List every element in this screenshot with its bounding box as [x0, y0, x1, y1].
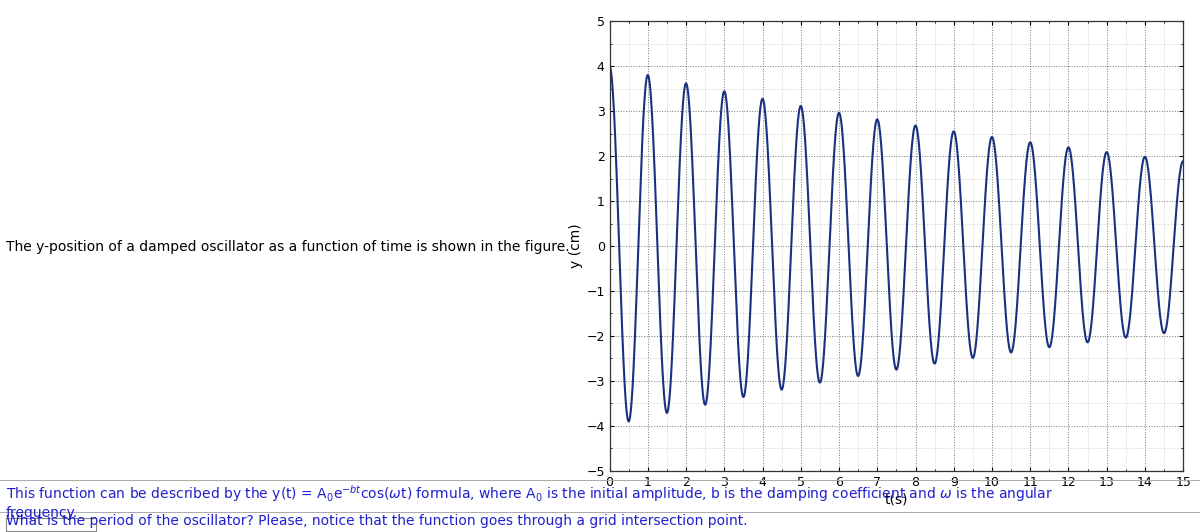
X-axis label: t(s): t(s)	[884, 493, 908, 507]
Text: The y-position of a damped oscillator as a function of time is shown in the figu: The y-position of a damped oscillator as…	[6, 240, 570, 254]
Text: What is the period of the oscillator? Please, notice that the function goes thro: What is the period of the oscillator? Pl…	[6, 514, 748, 528]
Text: frequency.: frequency.	[6, 506, 78, 520]
Text: This function can be described by the y(t) = A$_\mathregular{0}$e$^{-bt}$cos($\o: This function can be described by the y(…	[6, 483, 1054, 504]
Y-axis label: y (cm): y (cm)	[570, 224, 583, 268]
